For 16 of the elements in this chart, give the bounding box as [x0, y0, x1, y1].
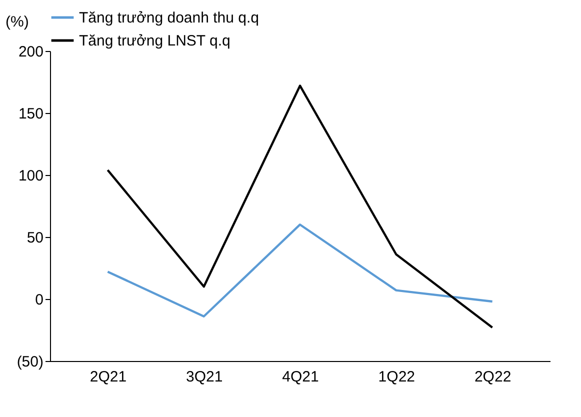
y-tick-label: (50) [16, 354, 44, 370]
y-tick-label: 150 [18, 106, 44, 122]
x-tick-label: 4Q21 [282, 368, 319, 386]
y-axis-title: (%) [6, 14, 29, 30]
y-tick-label: 0 [35, 292, 44, 308]
y-tick-label: 100 [18, 168, 44, 184]
y-tick-label: 200 [18, 44, 44, 60]
x-tick-label: 2Q22 [474, 368, 512, 386]
legend-label: Tăng trưởng LNST q.q [79, 32, 230, 50]
x-tick-label: 3Q21 [186, 368, 223, 386]
x-tick-label: 1Q22 [378, 368, 416, 386]
y-tick-label: 50 [26, 230, 44, 246]
line-series [106, 224, 494, 318]
x-tick-label: 2Q21 [90, 368, 127, 386]
legend-label: Tăng trưởng doanh thu q.q [79, 10, 259, 26]
line-series [106, 84, 494, 329]
